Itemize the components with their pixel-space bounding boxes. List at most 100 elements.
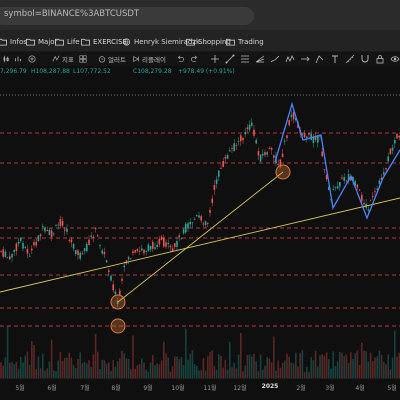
volume-bar — [13, 364, 15, 378]
candle-body — [255, 140, 257, 144]
volume-bar — [292, 363, 295, 378]
text-icon[interactable] — [330, 54, 340, 64]
volume-bar — [66, 357, 68, 378]
volume-bar — [83, 361, 86, 378]
bookmark-infos[interactable]: Infos — [0, 36, 27, 48]
alarm-clock-icon — [98, 56, 106, 63]
crosshair-icon[interactable] — [210, 54, 220, 64]
volume-bar — [279, 367, 282, 378]
volume-bar — [367, 361, 370, 378]
candle-body — [259, 154, 262, 162]
redo-button[interactable] — [191, 53, 199, 65]
chart-type-button[interactable] — [2, 53, 10, 65]
fib-icon[interactable] — [240, 54, 250, 64]
long-trendline[interactable] — [0, 197, 400, 293]
brush-icon[interactable] — [270, 54, 280, 64]
pattern-icon[interactable] — [285, 54, 295, 64]
volume-bar — [114, 366, 117, 378]
volume-bar — [321, 354, 323, 378]
redo-icon — [191, 55, 197, 62]
candle-body — [17, 241, 20, 244]
volume-bar — [255, 361, 257, 378]
volume-bar — [213, 366, 216, 378]
candle-body — [354, 181, 356, 186]
bookmark-shopping[interactable]: Shopping — [186, 36, 231, 48]
volume-bar — [266, 357, 268, 378]
volume-bar — [235, 368, 238, 378]
time-axis[interactable]: 5월 6월 7월 8월 9월 10월 11월 12월 2025 2월 3월 4월… — [0, 378, 400, 400]
candle-body — [70, 239, 73, 243]
volume-bar — [127, 358, 130, 378]
volume-bar — [268, 358, 271, 378]
compare-button[interactable] — [14, 53, 22, 65]
time-tick: 2025 — [261, 383, 279, 390]
bookmark-henryk[interactable]: Henryk Siemiradzk... — [122, 36, 207, 48]
volume-bar — [391, 357, 394, 378]
volume-bar — [345, 354, 348, 378]
candle-body — [339, 181, 341, 187]
volume-bar — [209, 352, 211, 378]
candle-body — [176, 241, 178, 247]
eye-icon[interactable] — [390, 54, 400, 64]
price-chart[interactable] — [0, 80, 400, 378]
bookmark-life[interactable]: Life — [55, 36, 80, 48]
chart-canvas[interactable] — [0, 80, 400, 378]
zigzag-pattern-line[interactable] — [274, 101, 400, 220]
volume-bar — [160, 360, 163, 378]
measure-icon[interactable] — [345, 54, 355, 64]
candle-body — [163, 237, 165, 247]
volume-bar — [290, 362, 293, 378]
steep-trendline[interactable] — [117, 171, 284, 303]
volume-bar — [191, 350, 194, 378]
candle-body — [182, 229, 185, 234]
candle-body — [363, 202, 365, 205]
volume-bar — [341, 352, 343, 378]
add-symbol-button[interactable] — [28, 53, 36, 65]
volume-bar — [248, 354, 251, 378]
bookmark-exercise[interactable]: EXERCISE — [81, 36, 127, 48]
candle-body — [376, 188, 378, 190]
url-pill[interactable] — [0, 7, 254, 25]
layout-button[interactable] — [79, 53, 87, 65]
bookmark-trading[interactable]: Trading — [226, 36, 264, 48]
candle-body — [134, 250, 136, 253]
candle-body — [171, 248, 174, 252]
magnet-icon[interactable] — [360, 54, 370, 64]
volume-bar — [79, 352, 81, 378]
volume-bar — [334, 365, 337, 378]
candle-body — [37, 235, 40, 242]
candle-body — [380, 177, 383, 180]
volume-bar — [176, 356, 178, 378]
volume-bar — [110, 370, 112, 378]
pivot-marker[interactable] — [110, 318, 126, 334]
bookmark-major[interactable]: Major — [26, 36, 57, 48]
pivot-marker[interactable] — [110, 294, 126, 310]
candle-body — [46, 230, 48, 231]
indicators-button[interactable]: 지표 — [52, 53, 74, 65]
candle-body — [149, 245, 152, 250]
candle-body — [191, 222, 194, 224]
candle-body — [44, 227, 46, 232]
candle-body — [345, 180, 348, 182]
replay-button[interactable]: 리플레이 — [132, 53, 166, 65]
undo-button[interactable] — [176, 53, 184, 65]
candle-body — [83, 248, 86, 251]
candle-body — [66, 228, 68, 232]
shapes-icon[interactable] — [315, 54, 325, 64]
candle-body — [189, 221, 191, 225]
volume-bar — [125, 358, 128, 378]
volume-bar — [218, 354, 220, 378]
pitchfork-icon[interactable] — [255, 54, 265, 64]
volume-bar — [288, 356, 290, 378]
alert-button[interactable]: 얼러트 — [98, 53, 126, 65]
lock-icon[interactable] — [375, 54, 385, 64]
projection-icon[interactable] — [300, 54, 310, 64]
trend-line-icon[interactable] — [225, 54, 235, 64]
alert-label: 얼러트 — [108, 56, 126, 64]
candle-body — [167, 243, 169, 245]
pivot-marker[interactable] — [275, 164, 291, 180]
volume-bar — [92, 354, 95, 378]
candle-body — [97, 235, 99, 237]
browser-url-bar[interactable]: symbol=BINANCE%3ABTCUSDT — [0, 0, 400, 30]
url-text[interactable]: symbol=BINANCE%3ABTCUSDT — [4, 9, 140, 19]
